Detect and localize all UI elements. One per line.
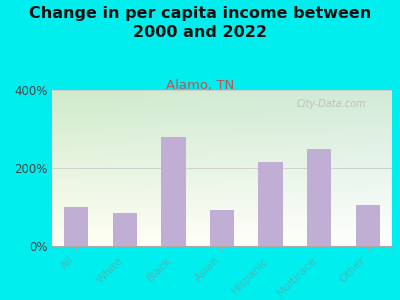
Bar	[307, 149, 331, 246]
Text: Change in per capita income between
2000 and 2022: Change in per capita income between 2000…	[29, 6, 371, 40]
Text: City-Data.com: City-Data.com	[297, 99, 366, 110]
Bar	[258, 162, 283, 246]
Bar	[64, 207, 88, 246]
Bar	[113, 213, 137, 246]
Bar	[356, 205, 380, 246]
Bar	[161, 137, 186, 246]
Text: Alamo, TN: Alamo, TN	[166, 80, 234, 92]
Bar	[210, 210, 234, 246]
